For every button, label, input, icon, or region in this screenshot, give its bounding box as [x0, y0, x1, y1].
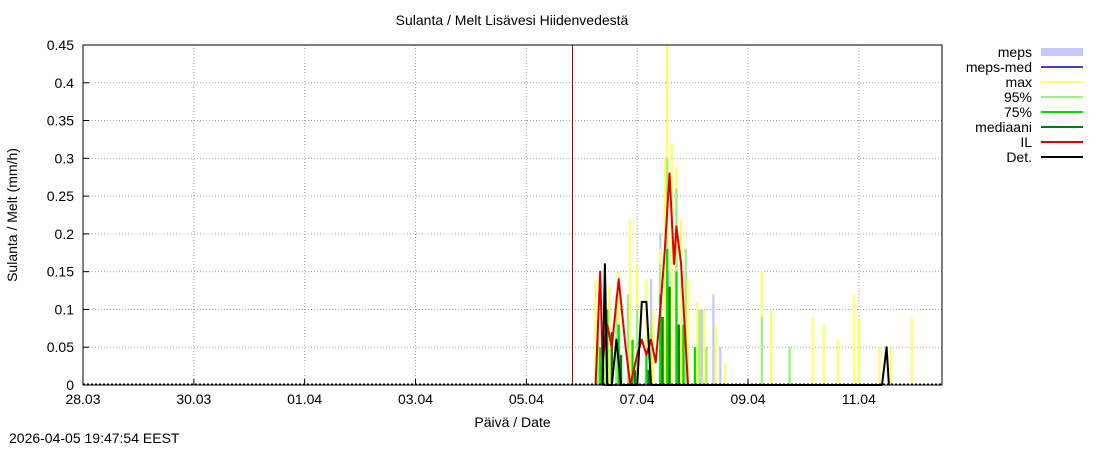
x-axis-label: Päivä / Date	[474, 414, 550, 430]
data-bar	[836, 339, 840, 385]
data-line	[594, 172, 689, 386]
data-bar	[705, 347, 708, 385]
data-bar	[788, 347, 791, 385]
data-bar	[661, 317, 664, 385]
data-bar	[703, 309, 706, 385]
legend-label: 75%	[1004, 104, 1032, 120]
data-bar	[696, 301, 699, 385]
x-tick-label: 01.04	[287, 391, 322, 407]
data-bar	[631, 339, 634, 385]
legend-label: IL	[1020, 134, 1032, 150]
data-bar	[636, 309, 639, 385]
data-bar	[594, 279, 597, 385]
data-bar	[700, 309, 704, 385]
data-bar	[878, 347, 881, 385]
data-bar	[719, 347, 722, 385]
data-bar	[668, 286, 671, 385]
data-bar	[910, 317, 914, 385]
data-bar	[666, 249, 669, 385]
data-bar	[619, 354, 623, 385]
data-bar	[823, 324, 826, 385]
data-bar	[686, 279, 690, 385]
y-tick-label: 0	[66, 377, 74, 393]
data-bar	[629, 218, 632, 385]
legend-label: max	[1006, 74, 1032, 90]
data-bar	[659, 294, 662, 385]
data-bar	[857, 317, 861, 385]
data-bar	[649, 324, 653, 385]
legend-label: meps-med	[966, 59, 1032, 75]
legend-label: 95%	[1004, 89, 1032, 105]
plot-frame	[82, 44, 943, 386]
data-bar	[599, 347, 602, 385]
data-bar	[684, 249, 687, 385]
data-bar	[626, 294, 630, 385]
y-axis-label: Sulanta / Melt (mm/h)	[4, 148, 20, 282]
grid	[83, 45, 942, 385]
data-bar	[647, 369, 650, 385]
y-tick-label: 0.4	[55, 75, 75, 91]
data-bar	[633, 369, 637, 385]
y-tick-label: 0.05	[47, 339, 74, 355]
data-bar	[675, 271, 678, 385]
data-bar	[723, 362, 727, 385]
x-tick-label: 05.04	[509, 391, 544, 407]
data-bar	[677, 324, 680, 385]
series-layer	[83, 45, 942, 386]
timestamp: 2026-04-05 19:47:54 EEST	[9, 430, 180, 446]
x-tick-label: 11.04	[842, 391, 876, 407]
series-IL	[594, 172, 689, 386]
chart-title: Sulanta / Melt Lisävesi Hiidenvedestä	[396, 12, 629, 28]
y-tick-label: 0.2	[55, 226, 75, 242]
data-bar	[596, 332, 600, 385]
series-max	[594, 45, 914, 385]
y-tick-label: 0.1	[55, 301, 75, 317]
data-bar	[760, 317, 764, 385]
x-tick-label: 07.04	[620, 391, 655, 407]
legend-swatch	[1041, 48, 1083, 56]
x-tick-label: 03.04	[398, 391, 433, 407]
legend-label: mediaani	[975, 119, 1032, 135]
data-bar	[670, 143, 673, 385]
data-bar	[645, 279, 648, 385]
y-tick-label: 0.3	[55, 150, 75, 166]
x-tick-label: 09.04	[731, 391, 766, 407]
data-bar	[811, 317, 814, 385]
data-bar	[853, 294, 856, 385]
y-tick-label: 0.45	[47, 37, 74, 53]
y-tick-label: 0.35	[47, 113, 74, 129]
data-bar	[682, 324, 685, 385]
axis-ticks: 0 0.05 0.1 0.15 0.2 0.25 0.3 0.35 0.4 0.45 28.03 30…	[47, 37, 876, 407]
legend-label: Det.	[1006, 149, 1032, 165]
melt-chart: Sulanta / Melt Lisävesi Hiidenvedestä 00…	[4, 12, 1083, 430]
data-bar	[679, 218, 683, 385]
data-bar	[698, 309, 701, 385]
data-bar	[663, 158, 667, 385]
data-bar	[769, 309, 773, 385]
y-tick-label: 0.15	[47, 264, 74, 280]
data-bar	[714, 324, 717, 385]
data-bar	[610, 332, 613, 385]
y-tick-label: 0.25	[47, 188, 74, 204]
data-bar	[693, 347, 697, 385]
data-bar	[712, 294, 715, 385]
x-tick-label: 30.03	[176, 391, 211, 407]
data-bar	[890, 347, 893, 385]
legend-label: meps	[998, 44, 1032, 60]
data-bar	[645, 354, 648, 385]
x-tick-label: 28.03	[65, 391, 100, 407]
